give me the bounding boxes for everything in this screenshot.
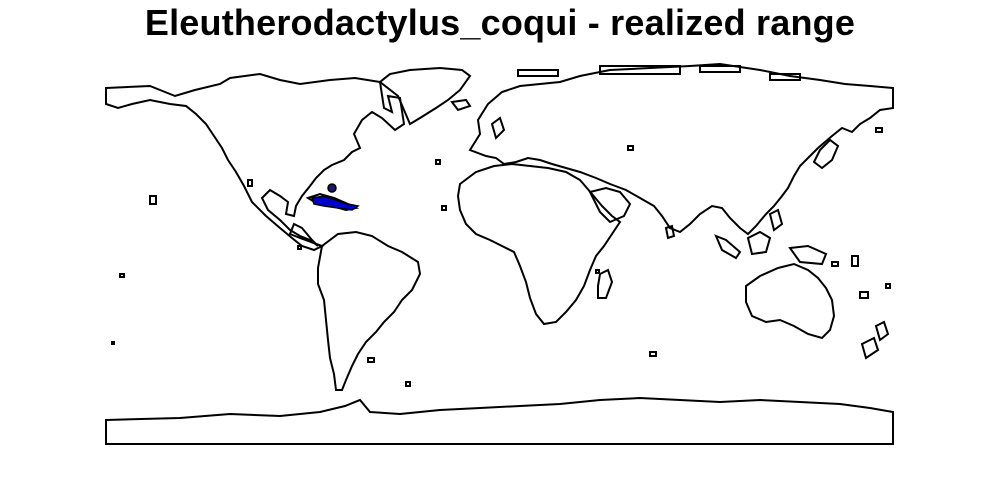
islet [875, 127, 883, 133]
philippines [768, 208, 784, 232]
islet [435, 159, 441, 165]
islet [831, 261, 839, 267]
islet [769, 73, 801, 81]
eurasia [468, 62, 894, 236]
islet [649, 351, 657, 357]
new-guinea [788, 244, 828, 266]
islet [851, 255, 859, 267]
new-zealand-south [860, 336, 880, 360]
islet [405, 381, 411, 387]
new-zealand-north [874, 320, 890, 342]
greenland [378, 66, 472, 126]
islet [599, 65, 681, 75]
islet [885, 283, 891, 289]
species-range [311, 183, 360, 211]
sri-lanka [664, 224, 676, 240]
south-america [317, 230, 422, 391]
islet [517, 69, 559, 77]
australia [745, 262, 836, 340]
antarctica [105, 396, 894, 445]
islet [859, 291, 869, 299]
arabia [588, 186, 632, 224]
islet [149, 195, 157, 205]
range-point [327, 183, 337, 193]
world-outline [105, 62, 894, 445]
islet [297, 245, 302, 250]
islet [595, 269, 600, 274]
madagascar [597, 268, 614, 299]
borneo [746, 230, 772, 256]
map-title: Eleutherodactylus_coqui - realized range [144, 2, 856, 43]
islet [111, 341, 115, 345]
islet [247, 179, 253, 187]
islet [699, 65, 741, 73]
iceland [450, 98, 472, 112]
british-isles [490, 116, 506, 140]
range-polygon [311, 195, 360, 211]
islets [111, 65, 891, 387]
islet [119, 273, 125, 278]
africa [456, 162, 622, 326]
islet [627, 145, 634, 151]
islet [441, 205, 447, 211]
islet [367, 357, 375, 363]
north-america [105, 72, 406, 252]
japan [812, 138, 840, 170]
sumatra [714, 234, 742, 260]
